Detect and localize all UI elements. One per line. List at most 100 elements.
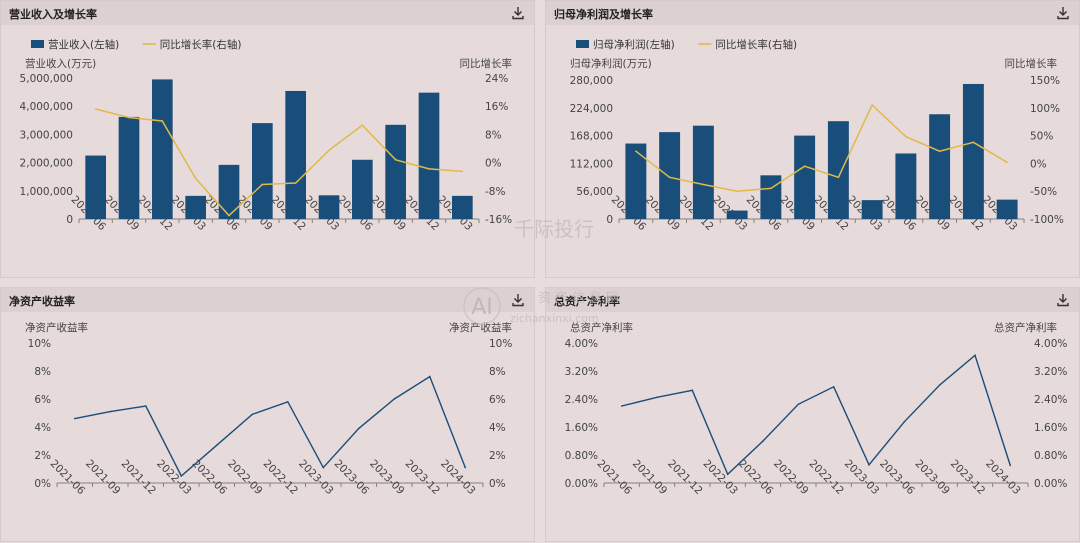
bar [352,159,373,219]
bar [625,143,647,219]
right-tick-label: 10% [489,338,512,350]
x-tick-label: 2022-03 [701,458,741,498]
right-tick-label: 8% [489,366,506,378]
right-tick-label: 4.00% [1034,338,1067,350]
right-tick-label: 0% [1030,158,1047,170]
panel-header: 归母净利润及增长率 [546,1,1079,25]
data-point [762,440,764,442]
bar [996,199,1018,219]
data-point [702,183,705,186]
bar [118,116,140,219]
right-tick-label: -8% [485,186,505,198]
roa-panel: 总资产净利率 总资产净利率 总资产净利率 4.00% 4.00% 3.20% 3.20% 2… [545,287,1080,542]
x-tick-label: 2024-03 [983,458,1023,498]
left-axis-label: 总资产净利率 [570,321,633,334]
panel-header: 营业收入及增长率 [1,1,534,25]
data-point [691,389,694,392]
legend-label: 同比增长率(右轴) [715,38,797,51]
data-point [215,444,218,446]
x-tick-label: 2022-06 [736,458,776,498]
left-axis-label: 归母净利润(万元) [570,57,652,70]
x-tick-label: 2021-09 [83,458,123,498]
panel-title: 归母净利润及增长率 [554,8,653,21]
right-tick-label: 6% [489,394,506,406]
download-icon[interactable] [1055,5,1071,21]
left-tick-label: 8% [34,366,51,378]
data-point [228,214,230,217]
right-tick-label: 3.20% [1034,366,1067,378]
x-tick-label: 2023-12 [948,458,988,498]
bar [85,155,106,219]
left-axis-label: 营业收入(万元) [25,57,96,70]
bar [895,153,917,219]
right-axis-label: 净资产收益率 [449,321,512,334]
left-tick-label: 112,000 [570,158,613,170]
data-point [832,385,835,388]
net-profit-chart: 归母净利润(左轴) 同比增长率(右轴) 归母净利润(万元) 同比增长率 280,000 1… [570,38,1064,233]
right-axis-label: 同比增长率 [1005,57,1058,70]
legend-swatch-bar [31,40,44,48]
data-point [393,398,396,400]
x-tick-label: 2021-12 [665,458,705,498]
left-tick-label: 2,000,000 [20,158,73,170]
data-point [328,149,330,152]
data-point [938,384,941,386]
data-point [194,177,197,180]
bar [929,114,951,219]
data-point [461,170,464,173]
revenue-chart: 营业收入(左轴) 同比增长率(右轴) 营业收入(万元) 同比增长率 5,000,000 2… [20,38,513,233]
right-tick-label: 2.40% [1034,394,1067,406]
x-tick-label: 2022-12 [807,458,847,498]
x-tick-label: 2023-12 [403,458,443,498]
data-point [803,165,806,167]
x-tick-label: 2022-12 [261,458,301,498]
download-icon[interactable] [1055,292,1071,308]
left-tick-label: 224,000 [570,103,613,115]
left-tick-label: 2% [34,450,51,462]
left-tick-label: 56,000 [576,186,613,198]
roe-panel: 净资产收益率 净资产收益率 净资产收益率 10% 10% 8% 8% 6% 6% 4% 4% 2% 2… [0,287,535,542]
left-tick-label: 280,000 [570,75,613,87]
data-point [668,176,671,179]
data-point [94,108,97,110]
left-tick-label: 5,000,000 [20,73,73,85]
left-tick-label: 3,000,000 [20,129,73,141]
left-tick-label: 1.60% [565,422,598,434]
x-tick-label: 2021-09 [630,458,670,498]
data-point [180,475,183,477]
bar [218,164,240,219]
right-tick-label: -50% [1030,186,1057,198]
right-tick-label: 2% [489,450,506,462]
x-tick-label: 2023-06 [332,458,372,498]
right-tick-label: 100% [1030,103,1060,115]
bar [318,195,340,219]
bar [760,175,782,219]
left-tick-label: 0.00% [565,478,598,490]
right-tick-label: 24% [485,73,508,85]
download-icon[interactable] [510,292,526,308]
bar [252,123,273,219]
data-point [322,466,325,469]
data-point [1009,464,1012,467]
x-tick-label: 2023-06 [877,458,917,498]
data-point [635,150,637,152]
panel-header: 净资产收益率 [1,288,534,312]
series-line [95,108,463,217]
x-tick-label: 2022-09 [771,458,811,498]
net-profit-panel: 归母净利润及增长率 归母净利润(左轴) 同比增长率(右轴) 归母净利润(万元) 同比增… [545,0,1080,278]
x-tick-label: 2023-09 [367,458,407,498]
left-tick-label: 1,000,000 [20,186,73,198]
left-tick-label: 0.80% [565,450,598,462]
right-tick-label: -100% [1030,214,1064,226]
left-tick-label: 3.20% [565,366,598,378]
data-point [974,354,976,357]
legend-label: 同比增长率(右轴) [160,38,242,51]
data-point [294,182,297,184]
data-point [620,405,623,407]
data-point [1006,161,1008,164]
data-point [797,403,800,406]
left-tick-label: 2.40% [565,394,598,406]
download-icon[interactable] [510,5,526,21]
bar [794,135,816,219]
data-point [905,135,907,138]
